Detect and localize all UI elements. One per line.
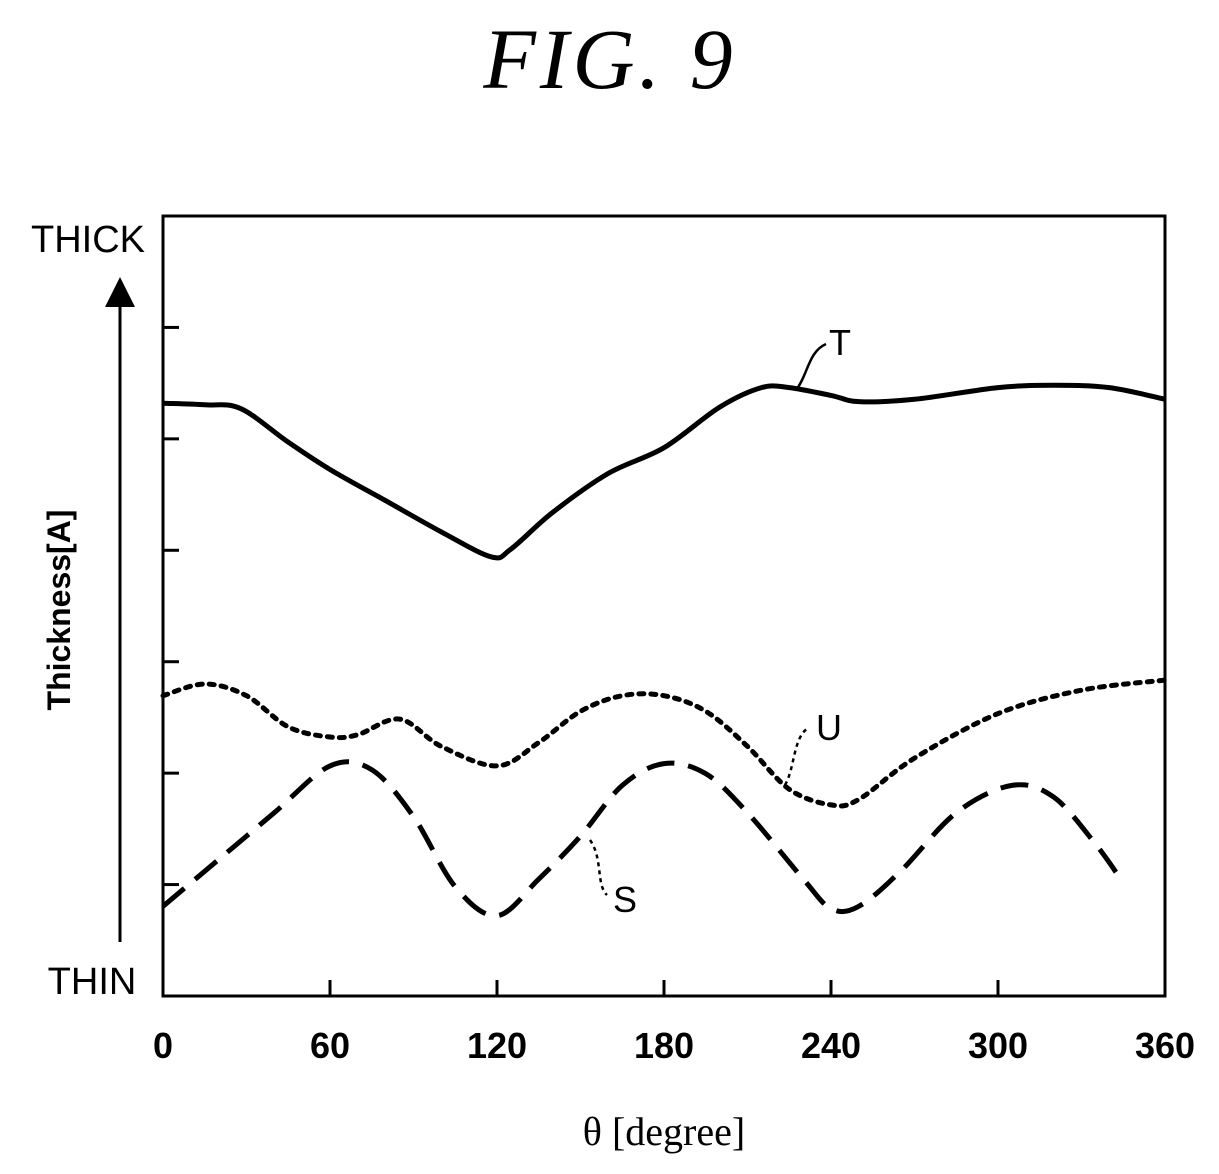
series-label-s: S — [613, 879, 637, 920]
y-axis-title: Thickness[A] — [41, 510, 77, 711]
x-axis-ticks — [328, 980, 1000, 996]
x-tick-label: 180 — [634, 1025, 694, 1066]
y-axis-ticks — [163, 325, 179, 887]
x-tick-label: 240 — [801, 1025, 861, 1066]
series-leader-u — [783, 726, 809, 786]
series-leader-s — [588, 839, 608, 896]
x-tick-label: 0 — [153, 1025, 173, 1066]
x-axis-title: θ [degree] — [583, 1109, 745, 1154]
series-label-u: U — [816, 707, 842, 748]
series-line-t — [162, 382, 1166, 561]
series-labels: T U S — [588, 322, 851, 920]
x-tick-label: 60 — [310, 1025, 350, 1066]
series-lines — [160, 382, 1168, 919]
figure-title: FIG. 9 — [482, 11, 736, 107]
series-label-t: T — [829, 322, 851, 363]
x-tick-label: 120 — [467, 1025, 527, 1066]
series-line-s — [161, 759, 1126, 919]
x-tick-label: 360 — [1135, 1025, 1195, 1066]
y-bottom-label: THIN — [48, 961, 137, 1003]
x-tick-label: 300 — [968, 1025, 1028, 1066]
x-tick-labels: 0 60 120 180 240 300 360 — [153, 1025, 1195, 1066]
plot-frame — [161, 214, 1167, 998]
y-top-label: THICK — [31, 219, 145, 261]
series-line-u — [160, 677, 1168, 809]
series-leader-t — [794, 342, 827, 391]
